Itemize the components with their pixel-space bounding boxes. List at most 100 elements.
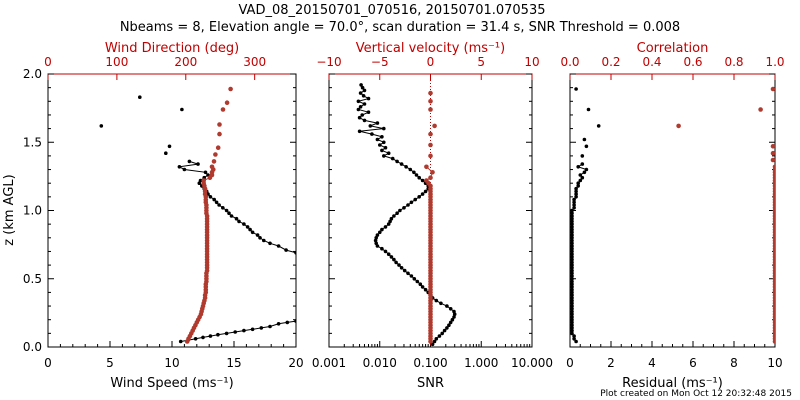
snr-point	[420, 192, 425, 196]
wind-point	[198, 178, 203, 183]
wind-x2tick-label: 0	[44, 55, 52, 69]
wind-series-0	[177, 159, 296, 344]
snr-point	[445, 326, 449, 330]
wind-point	[294, 319, 296, 323]
residual-x2label: Correlation	[637, 41, 709, 56]
residual-point	[676, 123, 681, 129]
wind-point	[285, 320, 290, 325]
snr-point	[447, 323, 451, 328]
wind-x2label: Wind Direction (deg)	[105, 41, 239, 56]
residual-point	[570, 238, 574, 243]
snr-point	[375, 244, 380, 248]
snr-point	[415, 279, 420, 284]
snr-point	[373, 238, 378, 243]
snr-point	[412, 170, 416, 175]
residual-point	[582, 170, 587, 175]
residual-point	[570, 211, 574, 215]
snr-x2tick-label: 10	[524, 55, 539, 69]
snr-xtick-label: 10.000	[511, 356, 553, 370]
snr-series-2	[428, 90, 437, 159]
wind-point	[99, 124, 104, 128]
wind-point	[284, 248, 288, 252]
wind-point	[255, 233, 260, 237]
wind-point	[216, 332, 220, 337]
snr-point	[432, 123, 437, 129]
snr-point	[397, 263, 401, 267]
snr-point	[374, 236, 379, 240]
residual-point	[570, 290, 574, 295]
snr-point	[424, 164, 429, 170]
residual-point	[570, 233, 574, 237]
residual-point	[770, 86, 775, 92]
snr-point	[406, 203, 410, 207]
residual-point	[570, 260, 574, 265]
residual-series-0	[570, 162, 589, 344]
y-axis-label: z (km AGL)	[2, 174, 17, 245]
residual-point	[570, 252, 574, 256]
snr-xtick-label: 0.001	[312, 356, 346, 370]
snr-point	[378, 230, 382, 235]
snr-point	[390, 156, 395, 161]
snr-point	[440, 331, 445, 336]
wind-point	[227, 211, 231, 215]
residual-point	[570, 241, 574, 246]
residual-point	[570, 287, 574, 292]
snr-point	[360, 113, 365, 117]
residual-point	[570, 317, 574, 322]
snr-point	[368, 124, 373, 128]
residual-point	[572, 200, 576, 205]
snr-point	[366, 96, 371, 101]
ytick-label: 1.5	[23, 135, 42, 149]
snr-point	[356, 99, 361, 104]
snr-point	[360, 85, 365, 90]
residual-xtick-label: 10	[767, 356, 782, 370]
residual-point	[770, 144, 775, 149]
residual-point	[570, 323, 574, 328]
snr-point	[424, 178, 429, 183]
snr-point	[409, 274, 414, 278]
snr-point	[362, 88, 367, 93]
wind-point	[268, 324, 272, 329]
wind-frame	[47, 73, 297, 348]
wind-series-0-line	[177, 160, 296, 342]
wind-series-2	[184, 164, 216, 344]
wind-xtick-label: 20	[288, 356, 303, 370]
residual-point	[574, 195, 578, 199]
snr-point	[434, 337, 439, 341]
snr-x2tick-label: 5	[477, 55, 485, 69]
residual-frame	[569, 73, 776, 348]
wind-point	[215, 145, 221, 150]
snr-point	[417, 195, 422, 199]
snr-point	[437, 334, 442, 338]
snr-point	[428, 99, 433, 104]
wind-point	[209, 164, 215, 170]
snr-point	[380, 246, 384, 251]
wind-point	[182, 167, 187, 172]
wind-point	[224, 331, 229, 336]
wind-point	[224, 100, 230, 105]
snr-point	[408, 167, 413, 172]
snr-point	[361, 94, 366, 98]
wind-point	[167, 144, 172, 149]
residual-xtick-label: 6	[689, 356, 697, 370]
wind-point	[250, 327, 255, 332]
residual-point	[584, 167, 589, 172]
residual-point	[584, 144, 589, 149]
wind-point	[224, 208, 229, 213]
snr-point	[414, 173, 419, 177]
residual-point	[574, 189, 578, 194]
wind-point	[259, 326, 264, 330]
snr-point	[359, 83, 363, 87]
wind-point	[233, 330, 237, 334]
snr-series-0-line	[356, 84, 456, 345]
residual-point	[570, 285, 574, 289]
residual-point	[574, 186, 578, 191]
residual-point	[570, 274, 574, 278]
snr-point	[392, 214, 396, 218]
residual-point	[570, 225, 574, 229]
snr-xtick-label: 0.010	[363, 356, 397, 370]
residual-point	[572, 197, 576, 202]
snr-point	[402, 268, 407, 273]
snr-point	[357, 115, 362, 120]
